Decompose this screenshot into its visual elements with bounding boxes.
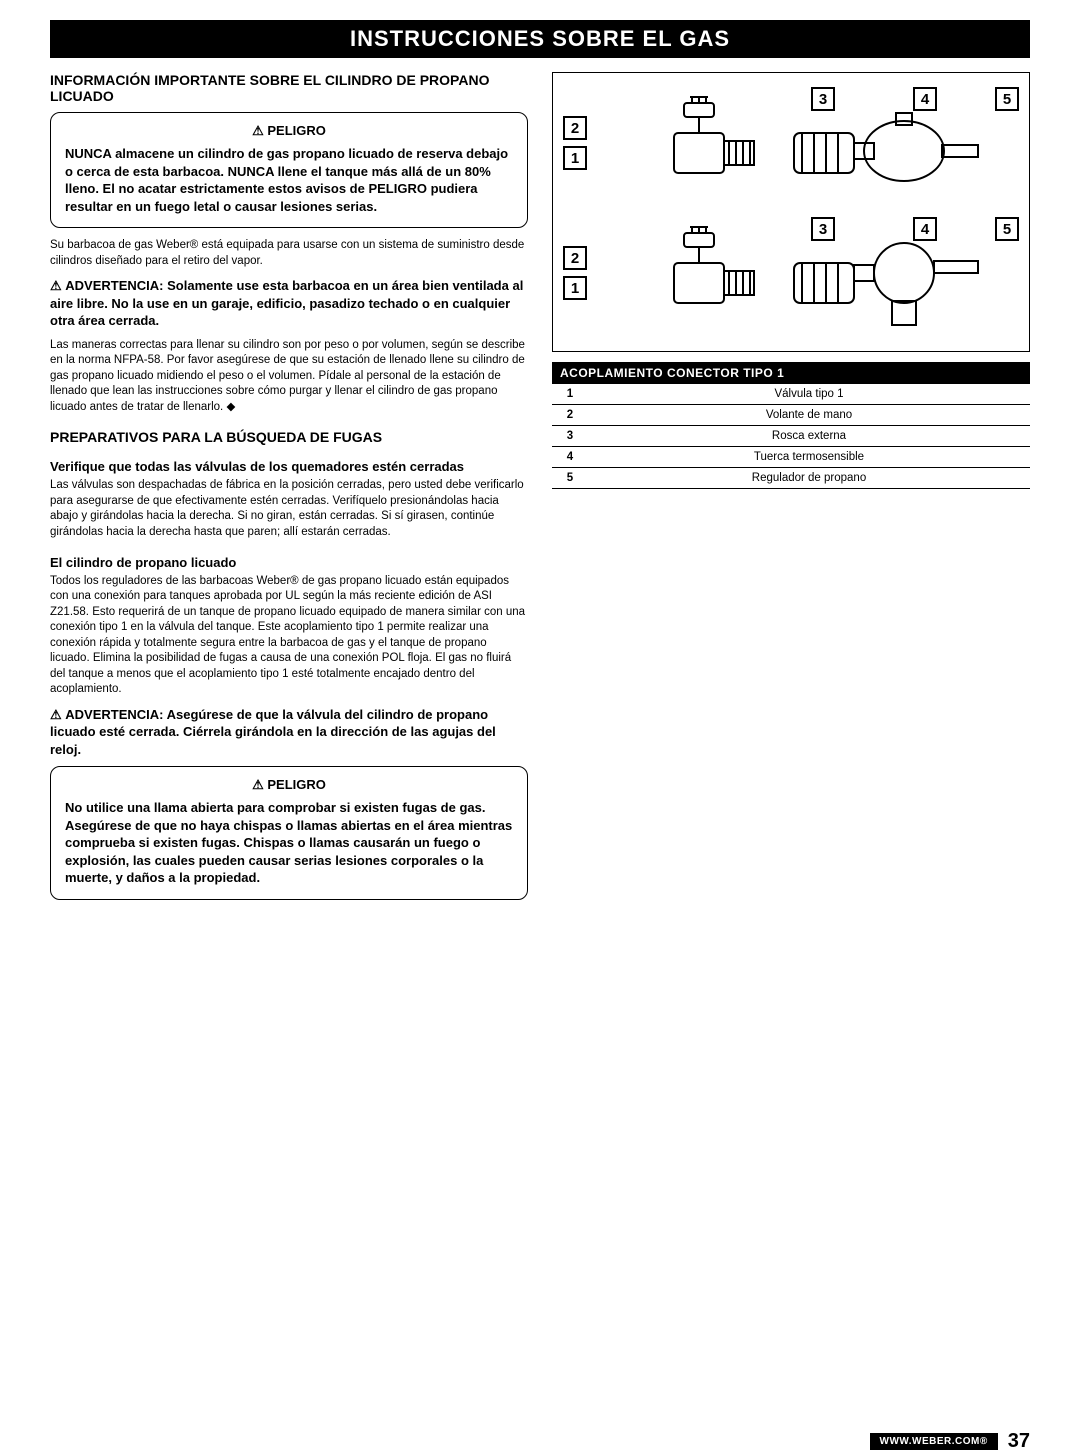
diagram-valve-bottom <box>595 213 1053 333</box>
warning-close-valve-text: ADVERTENCIA: Asegúrese de que la válvula… <box>50 707 496 757</box>
callout-stack-left-2: 2 1 <box>563 246 587 300</box>
heading-cylinder-info: INFORMACIÓN IMPORTANTE SOBRE EL CILINDRO… <box>50 72 528 104</box>
part-name: Válvula tipo 1 <box>588 384 1030 405</box>
callout-2b: 2 <box>563 246 587 270</box>
para-fill: Las maneras correctas para llenar su cil… <box>50 338 528 416</box>
main-columns: INFORMACIÓN IMPORTANTE SOBRE EL CILINDRO… <box>50 72 1030 910</box>
table-row: 1Válvula tipo 1 <box>552 384 1030 405</box>
para-regulators: Todos los reguladores de las barbacoas W… <box>50 574 528 698</box>
part-name: Regulador de propano <box>588 468 1030 489</box>
danger-text-2: No utilice una llama abierta para compro… <box>65 799 513 887</box>
danger-text-1: NUNCA almacene un cilindro de gas propan… <box>65 145 513 215</box>
warning-ventilation: ADVERTENCIA: Solamente use esta barbacoa… <box>50 277 528 330</box>
table-row: 5Regulador de propano <box>552 468 1030 489</box>
diagram-row-1: 2 1 <box>563 83 1019 203</box>
parts-table: 1Válvula tipo 12Volante de mano3Rosca ex… <box>552 384 1030 489</box>
page-number: 37 <box>1008 1430 1030 1453</box>
part-number: 3 <box>552 426 588 447</box>
diagram-row-2: 2 1 <box>563 213 1019 333</box>
part-name: Volante de mano <box>588 405 1030 426</box>
para-valves: Las válvulas son despachadas de fábrica … <box>50 478 528 540</box>
page-footer: WWW.WEBER.COM® 37 <box>50 1430 1030 1453</box>
danger-title-1: PELIGRO <box>65 123 513 139</box>
part-number: 5 <box>552 468 588 489</box>
callout-1b: 1 <box>563 276 587 300</box>
right-column: 2 1 <box>552 72 1030 910</box>
danger-box-1: PELIGRO NUNCA almacene un cilindro de ga… <box>50 112 528 228</box>
table-row: 4Tuerca termosensible <box>552 447 1030 468</box>
part-number: 1 <box>552 384 588 405</box>
warning-ventilation-text: ADVERTENCIA: Solamente use esta barbacoa… <box>50 278 523 328</box>
danger-title-2: PELIGRO <box>65 777 513 793</box>
diagram-box: 2 1 <box>552 72 1030 352</box>
warning-close-valve: ADVERTENCIA: Asegúrese de que la válvula… <box>50 706 528 759</box>
callout-stack-left-1: 2 1 <box>563 116 587 170</box>
sub-cylinder: El cilindro de propano licuado <box>50 555 528 570</box>
callout-1: 1 <box>563 146 587 170</box>
danger-label-2: PELIGRO <box>267 777 326 792</box>
part-name: Tuerca termosensible <box>588 447 1030 468</box>
table-row: 3Rosca externa <box>552 426 1030 447</box>
danger-label-1: PELIGRO <box>267 123 326 138</box>
warning-icon <box>50 707 65 722</box>
part-number: 4 <box>552 447 588 468</box>
left-column: INFORMACIÓN IMPORTANTE SOBRE EL CILINDRO… <box>50 72 528 910</box>
danger-box-2: PELIGRO No utilice una llama abierta par… <box>50 766 528 900</box>
part-name: Rosca externa <box>588 426 1030 447</box>
table-row: 2Volante de mano <box>552 405 1030 426</box>
heading-leak-prep: PREPARATIVOS PARA LA BÚSQUEDA DE FUGAS <box>50 429 528 445</box>
sub-verify-valves: Verifique que todas las válvulas de los … <box>50 459 528 474</box>
page-title: INSTRUCCIONES SOBRE EL GAS <box>50 20 1030 58</box>
callout-2: 2 <box>563 116 587 140</box>
parts-table-title: ACOPLAMIENTO CONECTOR TIPO 1 <box>552 362 1030 384</box>
footer-url: WWW.WEBER.COM® <box>870 1433 998 1450</box>
part-number: 2 <box>552 405 588 426</box>
warning-icon <box>252 777 267 792</box>
warning-icon <box>50 278 65 293</box>
diagram-valve-top <box>595 83 1053 203</box>
warning-icon <box>252 123 267 138</box>
para-equip: Su barbacoa de gas Weber® está equipada … <box>50 238 528 269</box>
